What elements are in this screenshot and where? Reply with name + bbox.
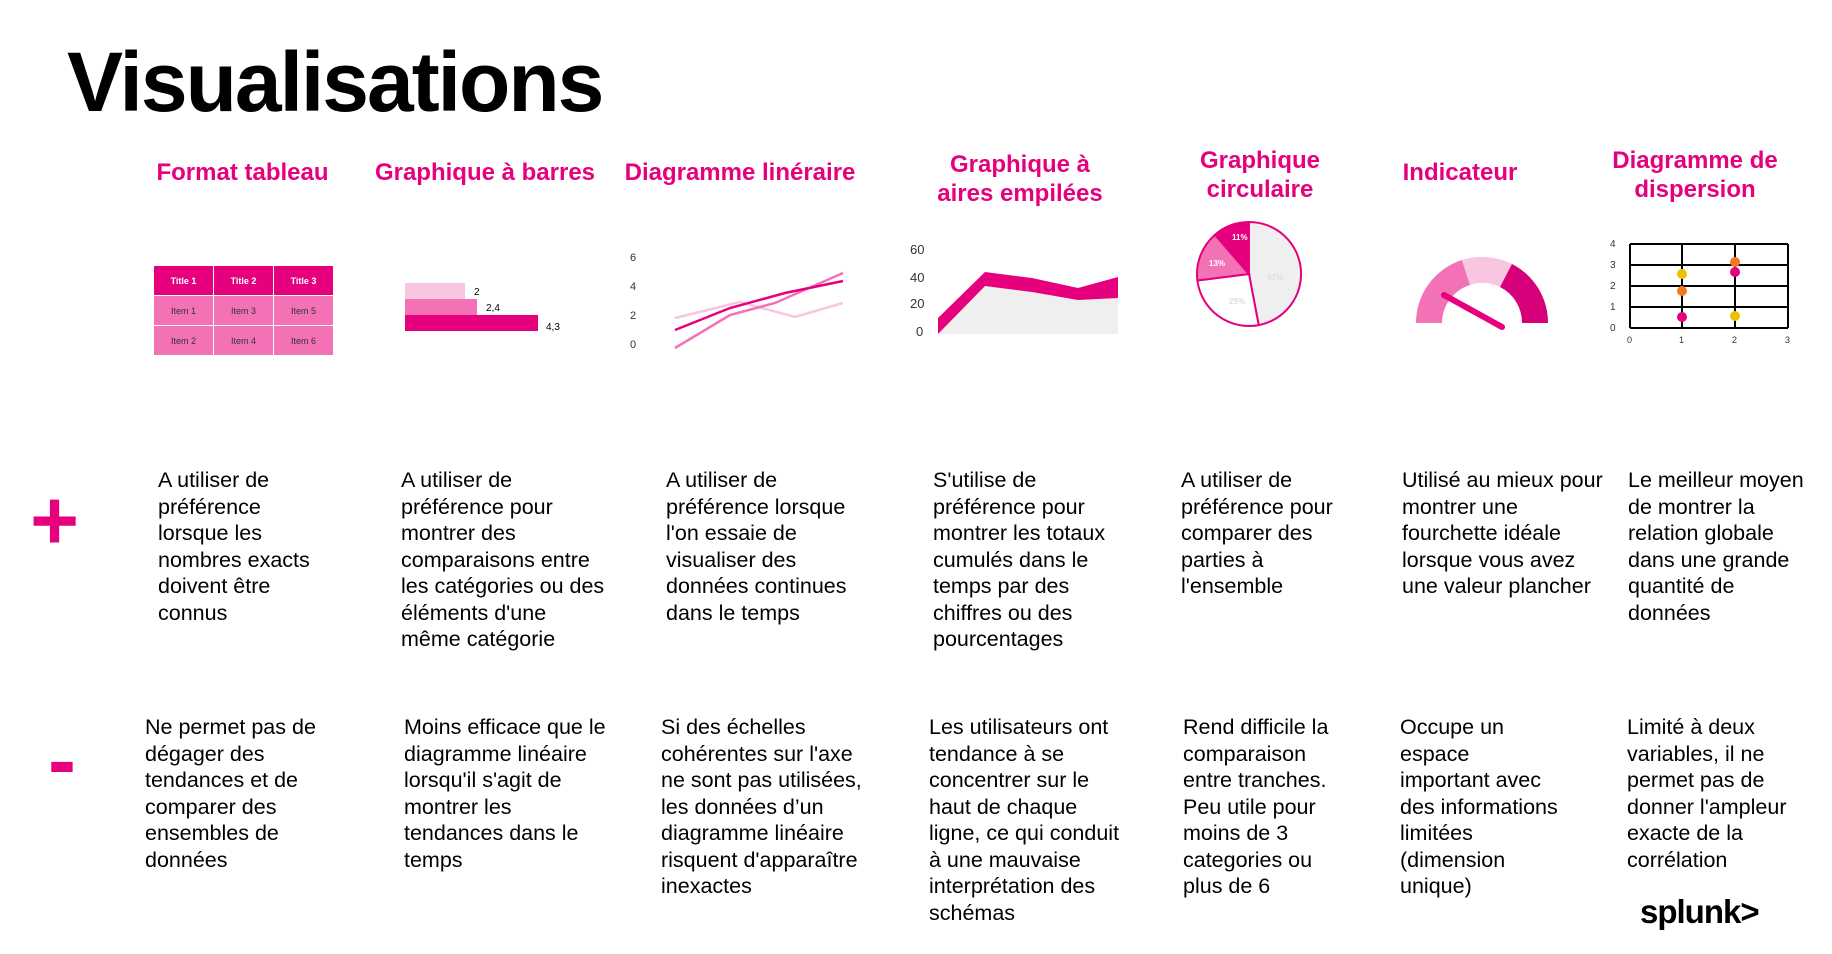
tick-label: 2 bbox=[1732, 335, 1737, 345]
tick-label: 0 bbox=[1610, 323, 1616, 334]
tick-label: 0 bbox=[916, 324, 923, 339]
con-text-line: Si des échelles cohérentes sur l'axe ne … bbox=[661, 715, 862, 898]
pie-label: 13% bbox=[1209, 259, 1225, 268]
plus-sign: + bbox=[30, 473, 80, 567]
tick-label: 60 bbox=[910, 242, 924, 257]
pie-slice bbox=[1248, 220, 1303, 327]
tick-label: 2 bbox=[630, 310, 636, 322]
pro-text-bar: A utiliser de préférence pour montrer de… bbox=[401, 468, 605, 651]
gauge-band bbox=[1415, 260, 1470, 323]
scatter-point bbox=[1730, 257, 1740, 267]
heading-line: Diagramme linéraire bbox=[624, 159, 856, 186]
minus-sign: - bbox=[48, 713, 76, 807]
tick-label: 40 bbox=[910, 270, 924, 285]
scatter-chart-sample: 4 3 2 1 0 0 1 2 3 bbox=[1610, 239, 1790, 345]
tick-label: 0 bbox=[1627, 335, 1632, 345]
con-text-area: Les utilisateurs ont tendance à se conce… bbox=[929, 715, 1120, 925]
area-chart-sample: 60 40 20 0 bbox=[910, 242, 1118, 339]
bar-label: 4,3 bbox=[546, 322, 560, 333]
table-cell: Item 2 bbox=[153, 325, 214, 356]
tick-label: 4 bbox=[630, 281, 636, 293]
tick-label: 1 bbox=[1610, 302, 1616, 313]
series-line bbox=[674, 279, 844, 332]
pro-text-scatter: Le meilleur moyen de montrer la relation… bbox=[1628, 468, 1804, 625]
gauge-sample bbox=[1415, 256, 1549, 330]
pro-text-table: A utiliser de préférence lorsque les nom… bbox=[158, 468, 310, 625]
heading-scatter: Diagramme de dispersion bbox=[1612, 147, 1778, 203]
pie-slice bbox=[1213, 220, 1250, 277]
bar bbox=[405, 299, 477, 315]
bar bbox=[405, 283, 465, 299]
pie-label: 47% bbox=[1267, 273, 1283, 282]
con-text-gauge: Occupe un espace important avec des info… bbox=[1400, 715, 1558, 898]
scatter-point bbox=[1730, 267, 1740, 277]
heading-area: Graphique à aires empilées bbox=[937, 151, 1103, 207]
con-text-pie: Rend difficile la comparaison entre tran… bbox=[1183, 715, 1329, 898]
pie-slice bbox=[1196, 272, 1260, 327]
table-cell: Item 5 bbox=[273, 295, 334, 326]
table-cell: Item 6 bbox=[273, 325, 334, 356]
pro-text-line: A utiliser de préférence lorsque l'on es… bbox=[666, 468, 847, 625]
page-title: Visualisations bbox=[67, 35, 604, 129]
tick-label: 6 bbox=[630, 252, 636, 264]
table-header-cell: Title 3 bbox=[273, 265, 334, 296]
tick-label: 4 bbox=[1610, 239, 1616, 250]
pie-label: 29% bbox=[1229, 297, 1245, 306]
tick-label: 0 bbox=[630, 339, 636, 351]
scatter-point bbox=[1677, 312, 1687, 322]
heading-pie: Graphique circulaire bbox=[1199, 147, 1320, 203]
tick-label: 3 bbox=[1785, 335, 1790, 345]
tick-label: 2 bbox=[1610, 281, 1616, 292]
table-header-cell: Title 1 bbox=[153, 265, 214, 296]
heading-table: Format tableau bbox=[156, 159, 329, 186]
heading-gauge: Indicateur bbox=[1402, 159, 1518, 186]
table-sample: Title 1 Title 2 Title 3 Item 1 Item 3 It… bbox=[153, 265, 334, 356]
table-cell: Item 4 bbox=[213, 325, 274, 356]
gauge-needle bbox=[1441, 292, 1505, 330]
splunk-logo: splunk> bbox=[1640, 893, 1760, 930]
scatter-point bbox=[1677, 269, 1687, 279]
tick-label: 20 bbox=[910, 296, 924, 311]
bar-label: 2 bbox=[474, 287, 480, 298]
line-chart-sample: 6 4 2 0 bbox=[630, 252, 844, 351]
con-text-scatter: Limité à deux variables, il ne permet pa… bbox=[1627, 715, 1787, 872]
con-text-bar: Moins efficace que le diagramme linéaire… bbox=[404, 715, 606, 872]
bar-label: 2,4 bbox=[486, 303, 500, 314]
pro-text-gauge: Utilisé au mieux pour montrer une fourch… bbox=[1402, 468, 1603, 598]
series-line bbox=[674, 300, 844, 320]
tick-label: 1 bbox=[1679, 335, 1684, 345]
con-text-table: Ne permet pas de dégager des tendances e… bbox=[145, 715, 316, 872]
pro-text-area: S'utilise de préférence pour montrer les… bbox=[933, 468, 1106, 651]
pro-text-pie: A utiliser de préférence pour comparer d… bbox=[1181, 468, 1333, 598]
tick-label: 3 bbox=[1610, 260, 1616, 271]
bar-chart-sample: 2 2,4 4,3 bbox=[405, 283, 560, 333]
scatter-point bbox=[1677, 286, 1687, 296]
pie-chart-sample: 11% 13% 29% 47% bbox=[1196, 220, 1303, 327]
area-series bbox=[938, 286, 1118, 334]
bar bbox=[405, 315, 538, 331]
heading-bar: Graphique à barres bbox=[374, 159, 596, 186]
gauge-band bbox=[1500, 264, 1549, 323]
table-header-cell: Title 2 bbox=[213, 265, 274, 296]
table-cell: Item 1 bbox=[153, 295, 214, 326]
pie-label: 11% bbox=[1232, 233, 1248, 242]
gauge-band bbox=[1462, 256, 1512, 287]
table-cell: Item 3 bbox=[213, 295, 274, 326]
scatter-point bbox=[1730, 311, 1740, 321]
